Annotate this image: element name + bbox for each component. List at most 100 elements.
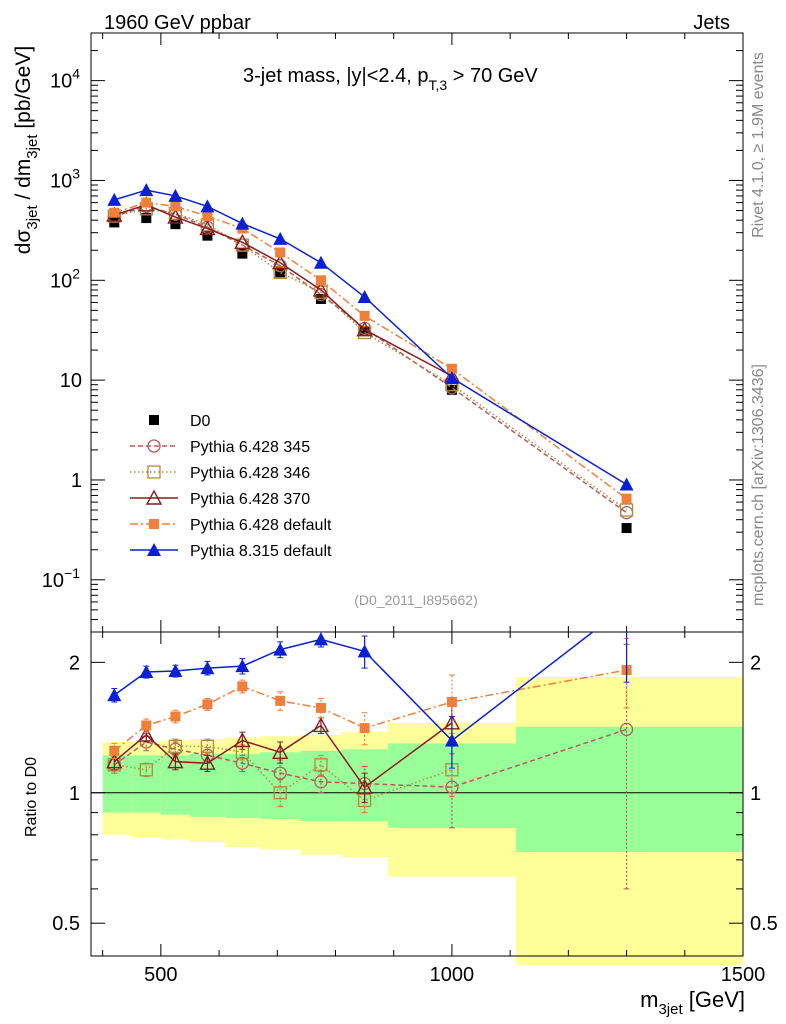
ratio-series-group xyxy=(106,599,634,890)
ratio-uncertainty-bands xyxy=(102,677,743,966)
ratio-point-pythia-8-315-default xyxy=(357,644,372,658)
ratio-point-pythia-6-428-370 xyxy=(138,726,155,742)
point-pythia-6-428-370 xyxy=(199,220,216,236)
ratio-point-pythia-8-315-default xyxy=(235,659,250,673)
x-tick-label: 1500 xyxy=(721,964,766,986)
point-pythia-6-428-default xyxy=(202,211,213,222)
x-tick-label: 500 xyxy=(144,964,177,986)
ratio-point-pythia-6-428-370 xyxy=(312,716,330,733)
legend-label-pythia-8-315-default: Pythia 8.315 default xyxy=(190,543,332,560)
y-tick-label: 10 xyxy=(60,370,82,392)
legend: D0 Pythia 6.428 345 Pythia 6.428 346 Pythia… xyxy=(130,413,332,560)
data-point-d0 xyxy=(446,384,457,395)
ratio-point-pythia-6-428-default xyxy=(141,720,152,731)
ratio-line-pythia-8-315-default xyxy=(113,632,594,742)
ratio-point-pythia-6-428-default xyxy=(315,702,326,713)
legend-label-pythia-6-428-346: Pythia 6.428 346 xyxy=(190,465,310,482)
point-pythia-6-428-default xyxy=(621,493,632,504)
point-pythia-8-315-default xyxy=(168,188,183,202)
ratio-line-pythia-6-428-346 xyxy=(114,745,453,802)
point-pythia-8-315-default xyxy=(107,192,122,206)
point-pythia-6-428-default xyxy=(141,197,152,208)
ratio-point-pythia-6-428-370 xyxy=(167,753,184,769)
ratio-point-pythia-6-428-default xyxy=(237,681,248,692)
data-point-d0 xyxy=(359,326,370,337)
ratio-point-pythia-6-428-370 xyxy=(272,743,289,759)
data-point-d0 xyxy=(275,267,286,278)
series-line-pythia-6-428-346 xyxy=(114,208,628,511)
point-pythia-6-428-370 xyxy=(356,321,373,337)
ratio-point-pythia-6-428-345 xyxy=(314,775,328,789)
series-line-pythia-6-428-default xyxy=(114,201,628,500)
ratio-point-pythia-6-428-345 xyxy=(445,780,459,794)
ratio-point-pythia-6-428-346 xyxy=(168,739,183,753)
ratio-point-pythia-6-428-default xyxy=(202,699,213,710)
ratio-point-pythia-6-428-default xyxy=(170,711,181,722)
y-tick-label: 104 xyxy=(50,66,80,93)
ratio-line-pythia-6-428-default xyxy=(113,669,627,752)
y-tick-label: 102 xyxy=(50,265,80,292)
ratio-point-pythia-6-428-default xyxy=(359,723,370,734)
point-pythia-6-428-370 xyxy=(234,233,251,250)
legend-marker-pythia-6-428-370 xyxy=(145,489,163,505)
ratio-point-pythia-6-428-346 xyxy=(314,758,328,772)
legend-label-d0: D0 xyxy=(190,413,211,430)
ratio-axis-label: Ratio to D0 xyxy=(23,757,40,837)
point-pythia-8-315-default xyxy=(313,255,328,269)
ratio-point-pythia-6-428-370 xyxy=(356,778,373,794)
legend-marker-pythia-6-428-346 xyxy=(147,465,161,479)
point-pythia-6-428-345 xyxy=(619,506,634,520)
ratio-point-pythia-8-315-default xyxy=(200,661,215,675)
point-pythia-8-315-default xyxy=(619,477,634,491)
point-pythia-8-315-default xyxy=(139,183,154,197)
point-pythia-8-315-default xyxy=(200,199,215,213)
ratio-point-pythia-8-315-default xyxy=(273,642,288,656)
series-layer xyxy=(106,183,634,890)
point-pythia-6-428-default xyxy=(446,363,457,374)
ratio-tick-label: 2 xyxy=(69,652,80,674)
ratio-point-pythia-8-315-default xyxy=(313,632,328,646)
point-pythia-6-428-370 xyxy=(272,254,289,270)
ratio-point-pythia-6-428-346 xyxy=(200,739,215,753)
header-left: 1960 GeV ppbar xyxy=(104,12,251,34)
point-pythia-6-428-370 xyxy=(167,208,184,224)
point-pythia-8-315-default xyxy=(235,216,250,230)
data-point-d0 xyxy=(621,523,632,534)
point-pythia-6-428-346 xyxy=(314,285,328,299)
header-right: Jets xyxy=(693,12,730,34)
ratio-tick-label-right: 1 xyxy=(750,783,761,805)
ratio-point-pythia-6-428-345 xyxy=(273,766,287,780)
data-point-d0 xyxy=(141,213,152,224)
main-series-group xyxy=(106,183,634,520)
ratio-point-pythia-8-315-default xyxy=(444,733,459,747)
ratio-point-pythia-6-428-default xyxy=(109,745,120,756)
point-pythia-6-428-default xyxy=(315,275,326,286)
legend-marker-pythia-6-428-default xyxy=(149,519,159,529)
band-inner xyxy=(102,755,132,813)
legend-marker-pythia-8-315-default xyxy=(147,543,161,556)
ratio-point-pythia-8-315-default xyxy=(168,664,183,678)
band-inner xyxy=(224,753,260,818)
ratio-point-pythia-6-428-default xyxy=(446,696,457,707)
point-pythia-8-315-default xyxy=(444,371,459,385)
point-pythia-6-428-346 xyxy=(273,265,287,280)
ratio-line-pythia-6-428-370 xyxy=(113,722,453,789)
ratio-point-pythia-6-428-370 xyxy=(234,732,251,748)
ratio-tick-label: 1 xyxy=(69,783,80,805)
analysis-tag: (D0_2011_I895662) xyxy=(354,592,478,608)
legend-label-pythia-6-428-default: Pythia 6.428 default xyxy=(190,517,332,534)
ratio-point-pythia-6-428-default xyxy=(275,695,286,706)
chart-title: 3-jet mass, |y|<2.4, pT,3 > 70 GeV xyxy=(243,65,538,93)
ratio-point-pythia-6-428-346 xyxy=(139,763,153,777)
legend-marker-d0 xyxy=(149,415,159,425)
ratio-point-pythia-8-315-default xyxy=(620,599,634,612)
data-point-d0 xyxy=(202,230,213,241)
ratio-point-pythia-6-428-345 xyxy=(235,756,250,770)
point-pythia-8-315-default xyxy=(357,290,372,304)
side-label-mcplots: mcplots.cern.ch [arXiv:1306.3436] xyxy=(750,364,767,606)
ratio-point-pythia-6-428-370 xyxy=(199,754,216,770)
y-tick-label: 103 xyxy=(50,165,80,192)
y-tick-label: 1 xyxy=(71,470,82,492)
ratio-point-pythia-6-428-370 xyxy=(106,753,123,769)
